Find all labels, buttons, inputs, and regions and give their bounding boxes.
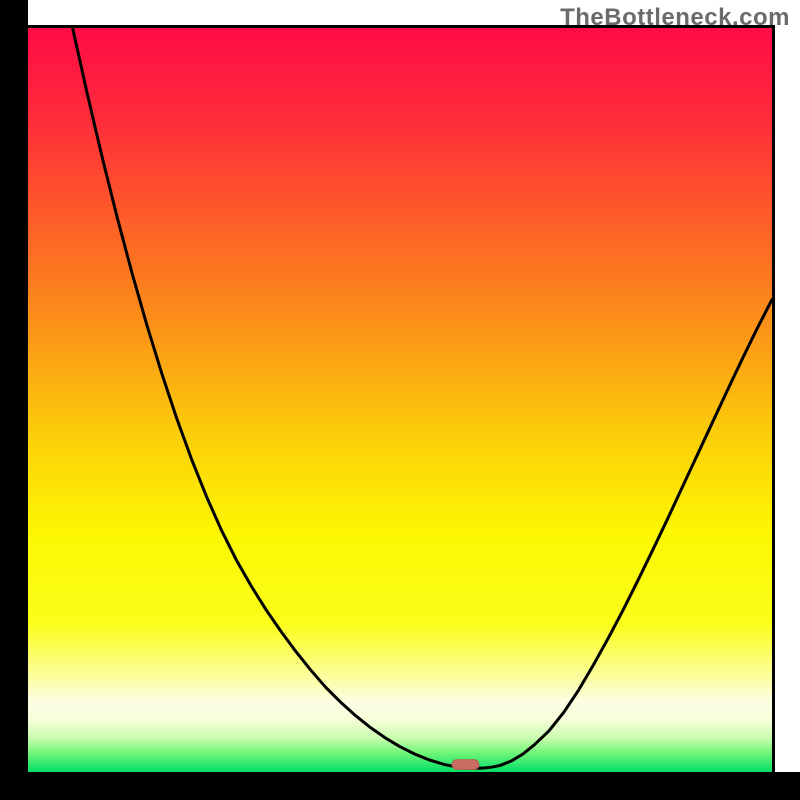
frame-left bbox=[0, 0, 28, 800]
frame-bottom bbox=[0, 772, 800, 800]
optimal-point-marker bbox=[452, 760, 479, 770]
chart-container: TheBottleneck.com bbox=[0, 0, 800, 800]
frame-right bbox=[772, 25, 775, 773]
plot-background bbox=[28, 28, 772, 772]
bottleneck-curve-chart bbox=[0, 0, 800, 800]
frame-top bbox=[28, 25, 776, 28]
